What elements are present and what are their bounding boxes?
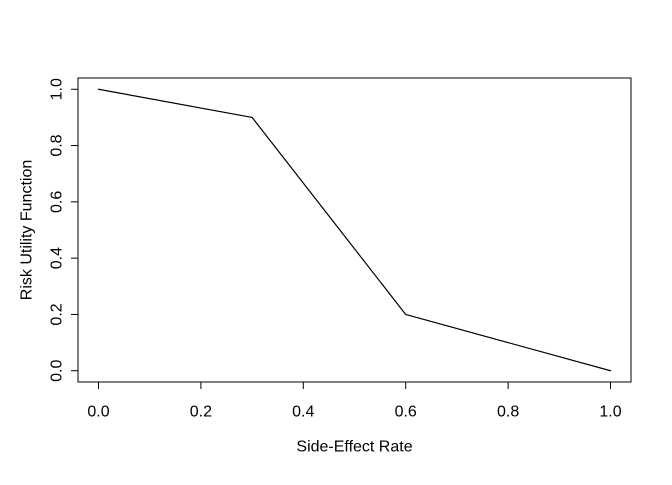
y-tick-label: 1.0 bbox=[49, 78, 66, 100]
x-axis-label: Side-Effect Rate bbox=[296, 439, 412, 456]
x-tick-label: 0.4 bbox=[292, 404, 314, 421]
y-tick-label: 0.2 bbox=[49, 303, 66, 325]
x-tick-label: 0.2 bbox=[190, 404, 212, 421]
x-tick-label: 0.6 bbox=[395, 404, 417, 421]
data-line bbox=[97, 88, 612, 372]
y-tick-label: 0.4 bbox=[49, 247, 66, 269]
y-axis-label: Risk Utility Function bbox=[19, 160, 36, 300]
plot-box bbox=[77, 77, 632, 383]
y-tick-label: 0.6 bbox=[49, 191, 66, 213]
y-tick-label: 0.8 bbox=[49, 134, 66, 156]
x-tick-label: 1.0 bbox=[599, 404, 621, 421]
x-tick-label: 0.0 bbox=[87, 404, 109, 421]
x-tick-label: 0.8 bbox=[497, 404, 519, 421]
y-tick-label: 0.0 bbox=[49, 360, 66, 382]
